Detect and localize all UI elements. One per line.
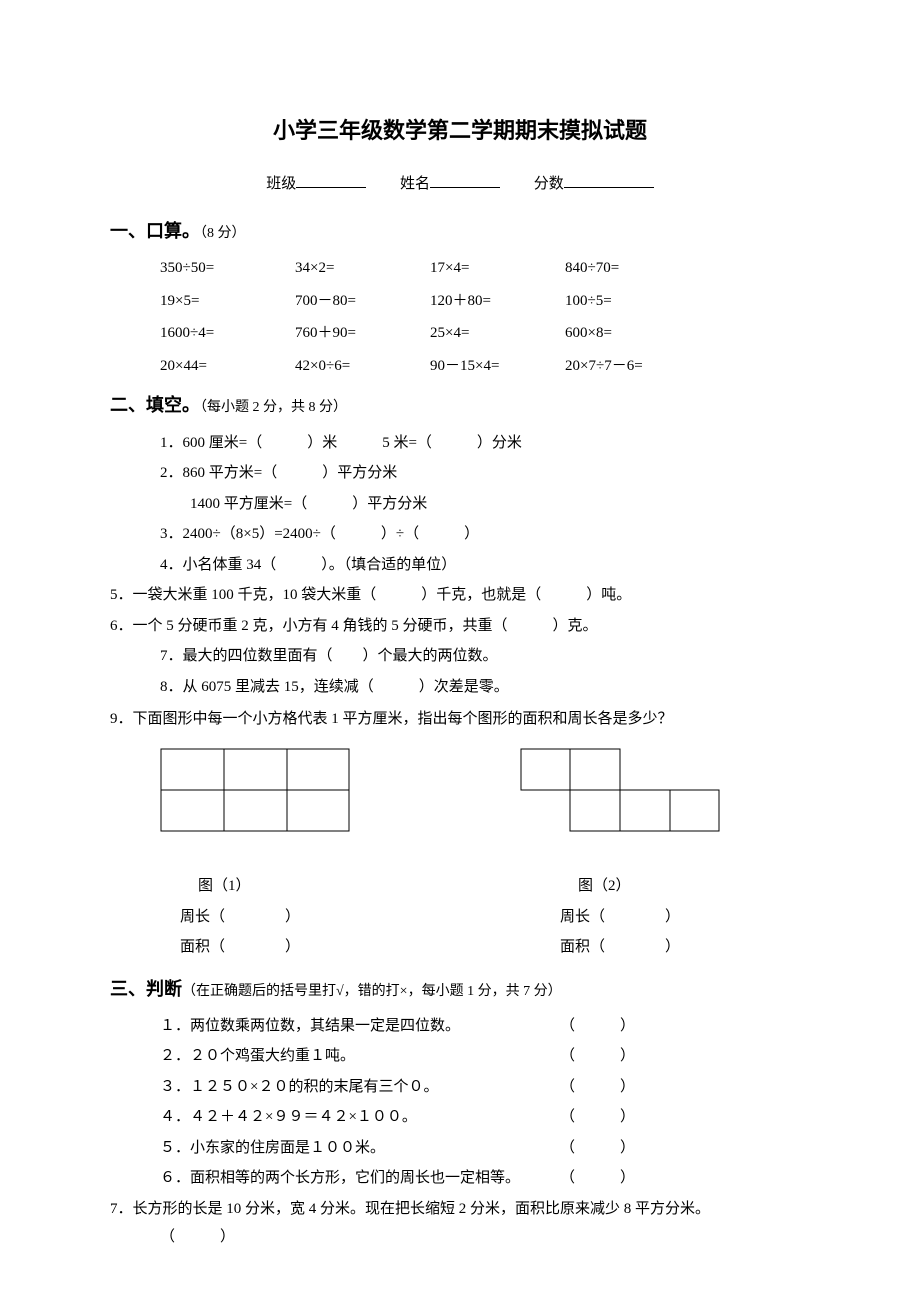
judge-item: ５．小东家的住房面是１００米。 （ ） [160,1134,810,1163]
fill-item: 7．最大的四位数里面有（ ）个最大的两位数。 [160,642,810,671]
judge-paren: （ ） [560,1164,660,1193]
section2-heading-text: 二、填空。 [110,395,200,415]
page-title: 小学三年级数学第二学期期末摸拟试题 [110,110,810,152]
calc-grid: 350÷50= 34×2= 17×4= 840÷70= 19×5= 700－80… [110,254,810,380]
calc-item: 840÷70= [565,254,725,283]
name-label: 姓名 [400,176,430,192]
section1-heading-text: 一、口算。 [110,221,200,241]
calc-item: 19×5= [160,287,295,316]
figure2-labels: 图（2） 周长（ ） 面积（ ） [560,872,740,964]
fill-item: 3．2400÷（8×5）=2400÷（ ）÷（ ） [160,520,810,549]
calc-item: 25×4= [430,319,565,348]
class-blank [296,171,366,188]
calc-item: 700－80= [295,287,430,316]
calc-item: 120＋80= [430,287,565,316]
figures-row [110,748,810,843]
calc-item: 90－15×4= [430,352,565,381]
figure1-labels: 图（1） 周长（ ） 面积（ ） [180,872,360,964]
section1-points: （8 分） [200,226,246,241]
calc-item: 42×0÷6= [295,352,430,381]
fill-list2: 7．最大的四位数里面有（ ）个最大的两位数。 8．从 6075 里减去 15，连… [110,642,810,701]
calc-item: 1600÷4= [160,319,295,348]
fill-list-outer: 5．一袋大米重 100 千克，10 袋大米重（ ）千克，也就是（ ）吨。 6．一… [110,581,810,640]
section2-points: （每小题 2 分，共 8 分） [200,400,347,415]
figure2 [520,748,720,843]
fig2-title: 图（2） [560,872,740,901]
fill-list: 1．600 厘米=（ ）米 5 米=（ ）分米 2．860 平方米=（ ）平方分… [110,429,810,580]
fig2-perimeter: 周长（ ） [560,903,740,932]
header-fields: 班级 姓名 分数 [110,170,810,199]
figure2-svg [520,748,720,832]
fill-item: 1400 平方厘米=（ ）平方分米 [160,490,810,519]
fig1-title: 图（1） [180,872,360,901]
fig2-area: 面积（ ） [560,933,740,962]
calc-item: 760＋90= [295,319,430,348]
calc-item: 600×8= [565,319,725,348]
figure-labels-row: 图（1） 周长（ ） 面积（ ） 图（2） 周长（ ） 面积（ ） [110,872,810,964]
section1-heading: 一、口算。（8 分） [110,214,810,248]
judge-text-7: 7．长方形的长是 10 分米，宽 4 分米。现在把长缩短 2 分米，面积比原来减… [110,1195,810,1224]
judge-text: ２．２０个鸡蛋大约重１吨。 [160,1042,560,1071]
calc-item: 350÷50= [160,254,295,283]
class-label: 班级 [266,176,296,192]
section3-heading-text: 三、判断 [110,979,182,999]
judge-text: ６．面积相等的两个长方形，它们的周长也一定相等。 [160,1164,560,1193]
section2-heading: 二、填空。（每小题 2 分，共 8 分） [110,388,810,422]
judge-text: ４．４２＋４２×９９＝４２×１００。 [160,1103,560,1132]
score-label: 分数 [534,176,564,192]
question9: 9．下面图形中每一个小方格代表 1 平方厘米，指出每个图形的面积和周长各是多少？ [110,705,810,734]
fill-item: 9．下面图形中每一个小方格代表 1 平方厘米，指出每个图形的面积和周长各是多少？ [110,705,810,734]
fill-item: 2．860 平方米=（ ）平方分米 [160,459,810,488]
fill-item: 4．小名体重 34（ ）。（填合适的单位） [160,551,810,580]
judge-item: ４．４２＋４２×９９＝４２×１００。 （ ） [160,1103,810,1132]
score-blank [564,171,654,188]
calc-item: 20×44= [160,352,295,381]
judge-item: １．两位数乘两位数，其结果一定是四位数。 （ ） [160,1012,810,1041]
judge-item-7: 7．长方形的长是 10 分米，宽 4 分米。现在把长缩短 2 分米，面积比原来减… [110,1195,810,1252]
judge-paren: （ ） [560,1012,660,1041]
name-blank [430,171,500,188]
fill-item: 5．一袋大米重 100 千克，10 袋大米重（ ）千克，也就是（ ）吨。 [110,581,810,610]
calc-item: 34×2= [295,254,430,283]
judge-paren: （ ） [560,1042,660,1071]
judge-list: １．两位数乘两位数，其结果一定是四位数。 （ ） ２．２０个鸡蛋大约重１吨。 （… [110,1012,810,1193]
calc-item: 17×4= [430,254,565,283]
section3-points: （在正确题后的括号里打√，错的打×，每小题 1 分，共 7 分） [182,984,562,999]
calc-item: 100÷5= [565,287,725,316]
section3-heading: 三、判断（在正确题后的括号里打√，错的打×，每小题 1 分，共 7 分） [110,972,810,1006]
fill-item: 8．从 6075 里减去 15，连续减（ ）次差是零。 [160,673,810,702]
judge-item: ３．１２５０×２０的积的末尾有三个０。 （ ） [160,1073,810,1102]
fill-item: 1．600 厘米=（ ）米 5 米=（ ）分米 [160,429,810,458]
judge-text: １．两位数乘两位数，其结果一定是四位数。 [160,1012,560,1041]
judge-text: ３．１２５０×２０的积的末尾有三个０。 [160,1073,560,1102]
judge-item: ６．面积相等的两个长方形，它们的周长也一定相等。 （ ） [160,1164,810,1193]
judge-paren: （ ） [560,1134,660,1163]
judge-paren-7: （ ） [110,1223,810,1252]
fill-item: 6．一个 5 分硬币重 2 克，小方有 4 角钱的 5 分硬币，共重（ ）克。 [110,612,810,641]
judge-paren: （ ） [560,1103,660,1132]
calc-item: 20×7÷7－6= [565,352,725,381]
judge-item: ２．２０个鸡蛋大约重１吨。 （ ） [160,1042,810,1071]
figure1-svg [160,748,350,832]
judge-paren: （ ） [560,1073,660,1102]
judge-text: ５．小东家的住房面是１００米。 [160,1134,560,1163]
fig1-area: 面积（ ） [180,933,360,962]
fig1-perimeter: 周长（ ） [180,903,360,932]
figure1 [160,748,350,843]
